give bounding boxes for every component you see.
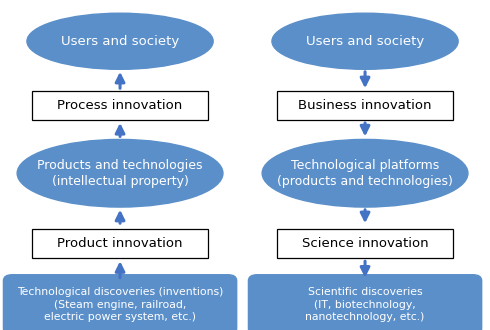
FancyBboxPatch shape xyxy=(277,229,453,258)
Ellipse shape xyxy=(272,13,458,69)
Text: Product innovation: Product innovation xyxy=(57,237,183,250)
Text: Business innovation: Business innovation xyxy=(298,99,432,112)
FancyBboxPatch shape xyxy=(32,229,208,258)
Text: Users and society: Users and society xyxy=(61,35,179,48)
Ellipse shape xyxy=(17,139,223,207)
Text: Technological discoveries (inventions)
(Steam engine, railroad,
electric power s: Technological discoveries (inventions) (… xyxy=(17,287,223,322)
FancyBboxPatch shape xyxy=(248,275,482,330)
Text: Science innovation: Science innovation xyxy=(302,237,428,250)
FancyBboxPatch shape xyxy=(3,275,237,330)
Text: Products and technologies
(intellectual property): Products and technologies (intellectual … xyxy=(37,159,203,188)
Text: Process innovation: Process innovation xyxy=(57,99,183,112)
Text: Technological platforms
(products and technologies): Technological platforms (products and te… xyxy=(277,159,453,188)
Text: Users and society: Users and society xyxy=(306,35,424,48)
FancyBboxPatch shape xyxy=(277,91,453,120)
FancyBboxPatch shape xyxy=(32,91,208,120)
Text: Scientific discoveries
(IT, biotechnology,
nanotechnology, etc.): Scientific discoveries (IT, biotechnolog… xyxy=(305,287,425,322)
Ellipse shape xyxy=(262,139,468,207)
Ellipse shape xyxy=(27,13,213,69)
